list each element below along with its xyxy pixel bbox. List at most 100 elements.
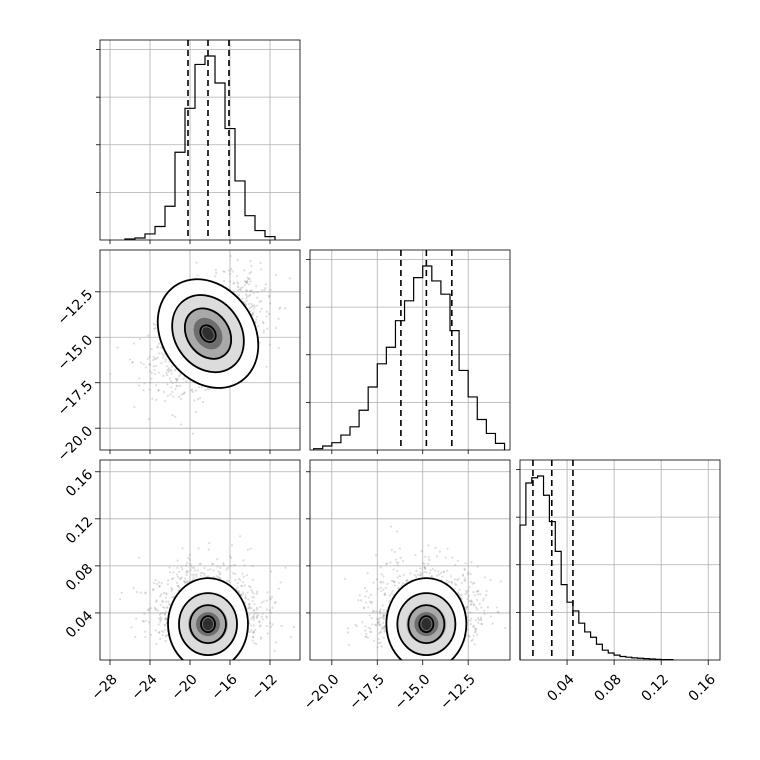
scatter-point: [424, 555, 427, 558]
scatter-point: [251, 578, 255, 581]
scatter-point: [262, 320, 265, 324]
scatter-point: [193, 566, 196, 569]
scatter-point: [471, 638, 474, 641]
scatter-point: [474, 619, 478, 622]
scatter-point: [209, 568, 212, 571]
scatter-point: [252, 592, 255, 595]
scatter-point: [431, 567, 435, 571]
scatter-point: [172, 395, 175, 398]
scatter-point: [159, 346, 162, 349]
scatter-point: [230, 267, 233, 271]
scatter-point: [253, 603, 256, 606]
scatter-point: [223, 270, 226, 273]
x-tick-label: −20.0: [301, 671, 343, 713]
scatter-point: [265, 624, 268, 628]
scatter-point: [157, 342, 161, 345]
scatter-point: [249, 310, 252, 313]
scatter-point: [160, 617, 163, 620]
scatter-point: [163, 623, 166, 626]
contour-line: [418, 615, 435, 634]
scatter-point: [176, 585, 179, 588]
scatter-point: [177, 584, 180, 587]
scatter-point: [464, 593, 467, 596]
scatter-point: [262, 329, 266, 332]
scatter-point: [170, 587, 173, 590]
scatter-point: [416, 573, 419, 577]
scatter-point: [346, 627, 350, 630]
scatter-point: [384, 586, 387, 590]
scatter-point: [467, 589, 470, 592]
scatter-point: [445, 579, 448, 582]
scatter-point: [476, 608, 479, 611]
scatter-point: [467, 594, 470, 597]
y-tick-label: −20.0: [55, 423, 97, 465]
scatter-point: [240, 593, 243, 596]
scatter-point: [415, 569, 418, 573]
scatter-point: [164, 617, 167, 620]
scatter-point: [239, 288, 242, 292]
scatter-point: [468, 586, 471, 589]
scatter-point: [390, 592, 393, 595]
scatter-point: [482, 597, 486, 600]
scatter-point: [190, 564, 193, 567]
scatter-point: [144, 591, 147, 594]
scatter-point: [185, 573, 188, 577]
scatter-point: [481, 599, 485, 602]
scatter-point: [164, 624, 167, 627]
scatter-point: [423, 566, 427, 569]
scatter-point: [255, 315, 259, 318]
scatter-point: [268, 302, 272, 305]
scatter-point: [259, 310, 262, 313]
contour-line: [199, 324, 217, 343]
scatter-point: [450, 581, 454, 584]
scatter-point: [458, 588, 461, 591]
scatter-point: [475, 628, 478, 631]
scatter-point: [147, 621, 151, 624]
scatter-point: [245, 295, 249, 298]
scatter-point: [162, 592, 166, 595]
scatter-point: [263, 288, 266, 292]
scatter-point: [269, 288, 272, 292]
x-tick-label: 0.08: [592, 671, 625, 704]
scatter-point: [245, 297, 248, 300]
scatter-point: [146, 608, 149, 612]
scatter-point: [469, 599, 472, 602]
scatter-point: [236, 285, 239, 288]
scatter-point: [472, 624, 476, 627]
scatter-point: [435, 555, 439, 558]
scatter-point: [153, 357, 156, 361]
scatter-point: [139, 591, 142, 594]
scatter-point: [260, 637, 263, 640]
scatter-point: [379, 586, 382, 589]
scatter-point: [250, 270, 253, 274]
scatter-point: [256, 590, 259, 593]
x-tick-label: −12: [249, 671, 281, 703]
scatter-point: [237, 577, 241, 580]
scatter-point: [348, 643, 351, 647]
hist-p3: [519, 460, 674, 661]
scatter-point: [429, 568, 432, 572]
scatter-point: [155, 398, 158, 401]
scatter-point: [215, 272, 218, 275]
scatter-point: [246, 548, 249, 551]
scatter-point: [150, 377, 153, 380]
scatter-point: [261, 289, 264, 292]
scatter-point: [236, 258, 239, 262]
scatter-point: [469, 573, 472, 576]
scatter-point: [377, 619, 380, 622]
scatter-point: [212, 562, 215, 566]
scatter-point: [419, 574, 422, 577]
scatter-point: [252, 304, 256, 307]
scatter-point: [176, 378, 179, 381]
scatter-point: [234, 579, 237, 582]
scatter-point: [248, 585, 251, 588]
scatter-point: [152, 355, 155, 359]
scatter-point: [207, 575, 210, 578]
scatter-point: [242, 575, 246, 578]
scatter-point: [477, 621, 480, 625]
scatter-point: [374, 554, 378, 557]
scatter-point: [372, 581, 375, 584]
scatter-point: [175, 581, 179, 584]
scatter-point: [148, 370, 152, 373]
scatter-point: [382, 609, 385, 612]
